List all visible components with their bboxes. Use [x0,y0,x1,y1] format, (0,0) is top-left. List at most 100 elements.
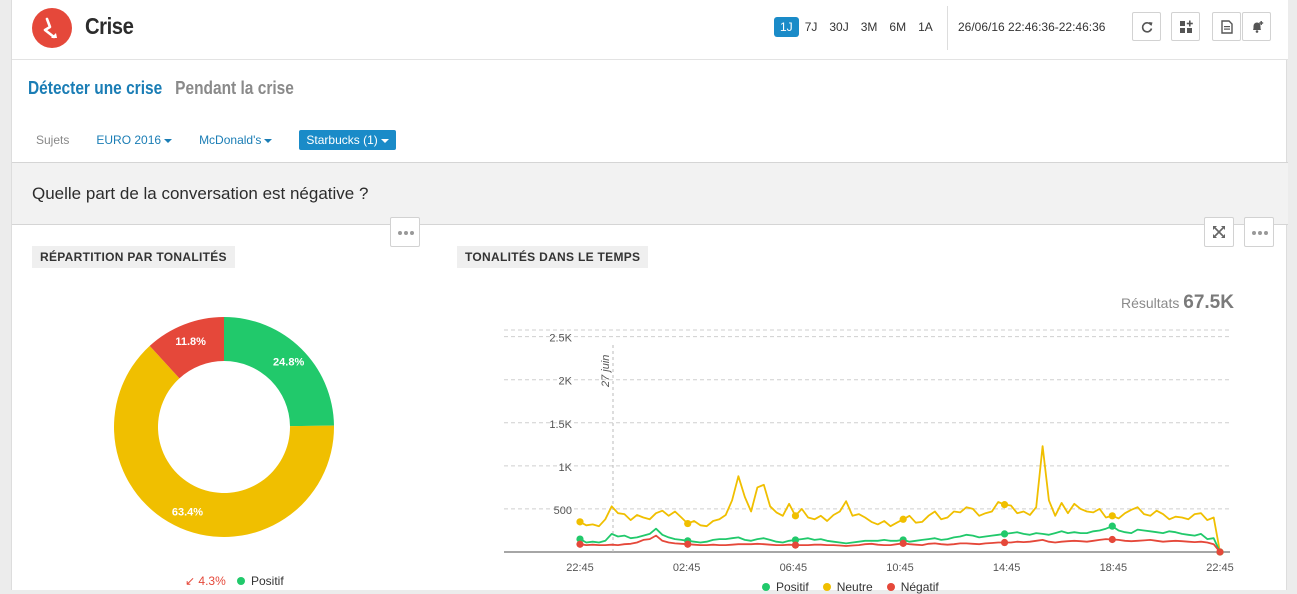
data-point[interactable] [791,512,800,520]
data-point[interactable] [1216,548,1224,556]
chevron-down-icon [380,138,389,143]
x-tick-label: 14:45 [993,562,1021,574]
dot-icon [410,231,414,235]
page-title: Crise [85,13,134,39]
app-frame: Crise 1J 7J 30J 3M 6M 1A 26/06/16 22:46:… [11,0,1288,594]
filter-mcdonalds[interactable]: McDonald's [199,133,273,147]
data-point[interactable] [1108,522,1116,530]
donut-slice-neutre[interactable] [114,345,334,537]
tab-during-crisis[interactable]: Pendant la crise [175,78,294,98]
x-tick-label: 18:45 [1100,562,1128,574]
left-panel-more-button[interactable] [390,217,420,247]
y-tick-label: 1.5K [549,419,572,431]
report-icon [1221,20,1233,34]
section-question: Quelle part de la conversation est négat… [32,184,369,203]
period-1j[interactable]: 1J [774,17,799,37]
y-tick-label: 2.5K [549,333,572,345]
report-button[interactable] [1212,12,1241,41]
series-line-neutre[interactable] [579,445,1221,553]
donut-slice-label: 11.8% [175,336,206,348]
x-tick-label: 22:45 [1206,562,1234,574]
legend-item[interactable]: Neutre [822,580,873,594]
legend-dot [237,577,245,585]
date-marker-label: 27 juin [600,355,612,388]
refresh-icon [1141,22,1153,33]
right-panel-title: TONALITÉS DANS LE TEMPS [457,246,649,268]
period-30j[interactable]: 30J [829,20,849,34]
legend-label: Positif [776,580,809,594]
results-label: Résultats [1121,295,1180,311]
chevron-down-icon [164,138,173,143]
legend-dot [822,583,831,591]
crisis-logo-icon [32,8,72,48]
dot-icon [1258,231,1262,235]
trend-value: 4.3% [198,574,226,588]
data-point[interactable] [576,518,584,526]
arrow-down-icon: ↙ [185,574,196,588]
x-tick-label: 22:45 [566,562,594,574]
legend-dot [762,583,770,591]
date-range: 26/06/16 22:46:36-22:46:36 [958,20,1106,34]
tonality-donut-chart: 24.8% 63.4% 11.8% [114,317,334,537]
x-tick-label: 06:45 [780,562,808,574]
chevron-down-icon [264,138,273,143]
divider [947,6,948,50]
donut-slice-label: 24.8% [273,357,304,369]
bell-icon [1253,21,1264,33]
period-1a[interactable]: 1A [918,20,933,34]
data-point[interactable] [1108,512,1116,520]
data-point[interactable] [1000,530,1009,538]
negative-trend: ↙ 4.3% [185,574,226,588]
data-point[interactable] [791,541,800,549]
period-3m[interactable]: 3M [860,20,878,34]
left-legend: Positif [237,574,284,588]
dot-icon [404,231,408,235]
data-point[interactable] [576,540,584,548]
dot-icon [1264,231,1268,235]
data-point[interactable] [1108,535,1116,544]
refresh-button[interactable] [1132,12,1161,41]
data-point[interactable] [899,515,907,523]
results-value: 67.5K [1183,292,1234,313]
tab-detect-crisis[interactable]: Détecter une crise [28,78,163,98]
filter-starbucks[interactable]: Starbucks (1) [299,130,396,150]
x-tick-label: 02:45 [673,562,701,574]
y-tick-label: 2K [559,376,573,388]
data-point[interactable] [684,519,692,528]
tonality-line-chart: 500 1K 1.5K 2K 2.5K 27 juin 22:45 02:45 06:45 10:… [504,329,1234,574]
legend-dot [886,583,895,591]
left-panel-title: RÉPARTITION PAR TONALITÉS [32,246,235,268]
data-point[interactable] [576,535,584,543]
alert-button[interactable] [1242,12,1271,41]
legend-item[interactable]: Négatif [886,580,939,594]
crisis-tabs: Détecter une crise Pendant la crise [28,78,294,99]
results-count: Résultats 67.5K [1121,292,1234,314]
y-tick-label: 1K [559,462,573,474]
data-point[interactable] [1000,538,1009,547]
data-point[interactable] [1000,501,1009,509]
dot-icon [1252,231,1256,235]
dashboard-add-icon [1180,20,1193,33]
add-widget-button[interactable] [1171,12,1200,41]
right-panel-more-button[interactable] [1244,217,1274,247]
legend-label: Neutre [836,580,873,594]
line-chart-legend: Positif Neutre Négatif [762,580,939,594]
filter-label: McDonald's [199,133,262,147]
period-7j[interactable]: 7J [804,20,818,34]
filter-euro-2016[interactable]: EURO 2016 [96,133,173,147]
data-point[interactable] [791,536,800,544]
period-6m[interactable]: 6M [889,20,907,34]
subjects-label: Sujets [36,133,70,147]
expand-icon [1213,226,1225,238]
dot-icon [398,231,402,235]
donut-slice-négatif[interactable] [149,317,224,379]
period-selector: 1J 7J 30J 3M 6M 1A [774,17,939,37]
expand-button[interactable] [1204,217,1234,247]
data-point[interactable] [899,539,907,547]
data-point[interactable] [684,540,692,548]
y-tick-label: 500 [554,505,572,517]
donut-slice-positif[interactable] [224,317,334,427]
question-band: Quelle part de la conversation est négat… [12,162,1288,225]
legend-item[interactable]: Positif [762,580,809,594]
filter-label: EURO 2016 [96,133,162,147]
